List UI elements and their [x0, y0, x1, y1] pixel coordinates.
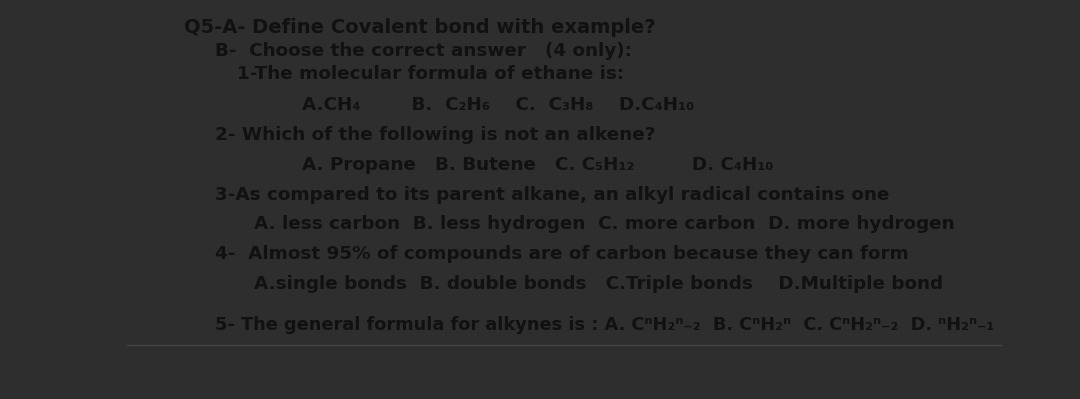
Text: B-  Choose the correct answer   (4 only):: B- Choose the correct answer (4 only): — [215, 42, 632, 60]
Text: Q5-A- Define Covalent bond with example?: Q5-A- Define Covalent bond with example? — [185, 18, 656, 37]
Text: A. Propane   B. Butene   C. C₅H₁₂         D. C₄H₁₀: A. Propane B. Butene C. C₅H₁₂ D. C₄H₁₀ — [302, 156, 773, 174]
Text: A.single bonds  B. double bonds   C.Triple bonds    D.Multiple bond: A.single bonds B. double bonds C.Triple … — [254, 275, 944, 293]
Text: A. less carbon  B. less hydrogen  C. more carbon  D. more hydrogen: A. less carbon B. less hydrogen C. more … — [254, 215, 955, 233]
Text: 4-  Almost 95% of compounds are of carbon because they can form: 4- Almost 95% of compounds are of carbon… — [215, 245, 908, 263]
Text: 1-The molecular formula of ethane is:: 1-The molecular formula of ethane is: — [237, 65, 624, 83]
Text: A.CH₄        B.  C₂H₆    C.  C₃H₈    D.C₄H₁₀: A.CH₄ B. C₂H₆ C. C₃H₈ D.C₄H₁₀ — [302, 96, 694, 114]
Text: 5- The general formula for alkynes is : A. CⁿH₂ⁿ₋₂  B. CⁿH₂ⁿ  C. CⁿH₂ⁿ₋₂  D. ⁿH₂: 5- The general formula for alkynes is : … — [215, 316, 995, 334]
Text: 3-As compared to its parent alkane, an alkyl radical contains one: 3-As compared to its parent alkane, an a… — [215, 186, 889, 204]
Text: 2- Which of the following is not an alkene?: 2- Which of the following is not an alke… — [215, 126, 656, 144]
